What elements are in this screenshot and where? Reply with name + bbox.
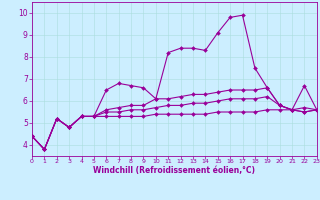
X-axis label: Windchill (Refroidissement éolien,°C): Windchill (Refroidissement éolien,°C)	[93, 166, 255, 175]
